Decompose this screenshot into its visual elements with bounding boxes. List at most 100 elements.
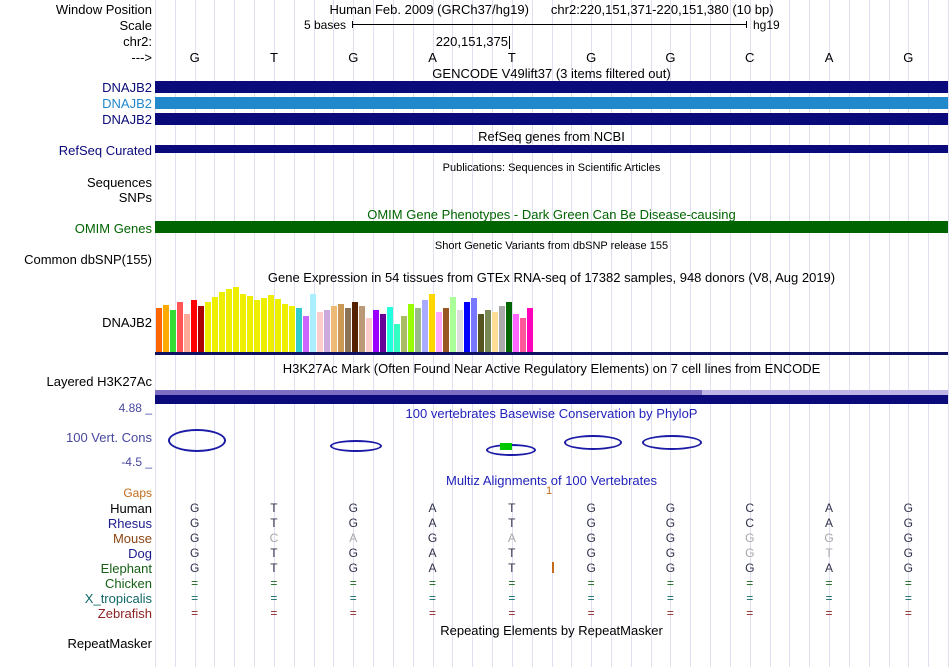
gene-model-bar[interactable] bbox=[155, 113, 948, 125]
alignment-base: = bbox=[746, 591, 754, 605]
conservation-peak[interactable] bbox=[642, 435, 702, 450]
gene-model-bar[interactable] bbox=[155, 81, 948, 93]
gtex-tissue-bar[interactable] bbox=[289, 306, 295, 352]
refseq-gene-bar[interactable] bbox=[155, 145, 948, 153]
gtex-tissue-bar[interactable] bbox=[436, 312, 442, 352]
gtex-tissue-bar[interactable] bbox=[163, 305, 169, 352]
conservation-peak[interactable] bbox=[564, 435, 622, 450]
phylop-max-label: 4.88 _ bbox=[118, 401, 152, 415]
gene-model-bar[interactable] bbox=[155, 97, 948, 109]
alignment-base: G bbox=[189, 531, 200, 545]
gtex-tissue-bar[interactable] bbox=[296, 308, 302, 352]
gtex-tissue-bar[interactable] bbox=[527, 308, 533, 352]
scale-bar bbox=[352, 24, 747, 25]
gtex-tissue-bar[interactable] bbox=[233, 287, 239, 352]
gtex-tissue-bar[interactable] bbox=[205, 302, 211, 352]
ruler-base: A bbox=[428, 50, 437, 65]
species-label-zebrafish: Zebrafish bbox=[97, 606, 152, 621]
chrom-label: chr2: bbox=[123, 34, 152, 49]
conservation-peak[interactable] bbox=[330, 440, 382, 452]
gtex-tissue-bar[interactable] bbox=[303, 316, 309, 352]
gtex-tissue-bar[interactable] bbox=[478, 314, 484, 352]
gtex-tissue-bar[interactable] bbox=[401, 316, 407, 352]
gaps-label: Gaps bbox=[123, 486, 152, 500]
alignment-base: T bbox=[270, 561, 278, 575]
gtex-tissue-bar[interactable] bbox=[247, 296, 253, 352]
gtex-tissue-bar[interactable] bbox=[212, 297, 218, 352]
gtex-tissue-bar[interactable] bbox=[415, 308, 421, 352]
alignment-base: G bbox=[665, 546, 676, 560]
grid-line bbox=[710, 0, 712, 667]
gtex-tissue-bar[interactable] bbox=[464, 302, 470, 352]
h3k27ac-signal-purple[interactable] bbox=[155, 390, 948, 395]
gtex-tissue-bar[interactable] bbox=[366, 318, 372, 352]
alignment-base: = bbox=[191, 591, 199, 605]
gtex-tissue-bar[interactable] bbox=[394, 324, 400, 352]
track-title-h3k27ac: H3K27Ac Mark (Often Found Near Active Re… bbox=[282, 361, 821, 376]
gtex-tissue-bar[interactable] bbox=[499, 306, 505, 352]
gene-label-dnajb2: DNAJB2 bbox=[102, 96, 152, 111]
gtex-tissue-bar[interactable] bbox=[429, 294, 435, 352]
gtex-tissue-bar[interactable] bbox=[156, 308, 162, 352]
ruler-base: G bbox=[348, 50, 359, 65]
alignment-base: A bbox=[428, 501, 437, 515]
grid-line bbox=[273, 0, 275, 667]
alignment-base: = bbox=[508, 591, 516, 605]
gtex-tissue-bar[interactable] bbox=[380, 314, 386, 352]
gtex-tissue-bar[interactable] bbox=[345, 308, 351, 352]
gtex-tissue-bar[interactable] bbox=[261, 298, 267, 352]
gtex-tissue-bar[interactable] bbox=[331, 306, 337, 352]
alignment-base: C bbox=[745, 516, 755, 530]
gtex-tissue-bar[interactable] bbox=[198, 306, 204, 352]
gtex-tissue-bar[interactable] bbox=[184, 314, 190, 352]
gtex-tissue-bar[interactable] bbox=[310, 294, 316, 352]
species-label-rhesus: Rhesus bbox=[107, 516, 152, 531]
gtex-gene-model-line[interactable] bbox=[155, 352, 948, 355]
gtex-tissue-bar[interactable] bbox=[191, 300, 197, 352]
alignment-base: = bbox=[825, 591, 833, 605]
gtex-tissue-bar[interactable] bbox=[275, 299, 281, 352]
gtex-tissue-bar[interactable] bbox=[471, 298, 477, 352]
refseq-curated-label: RefSeq Curated bbox=[58, 143, 152, 158]
gtex-tissue-bar[interactable] bbox=[338, 304, 344, 352]
grid-line bbox=[928, 0, 930, 667]
gtex-tissue-bar[interactable] bbox=[373, 310, 379, 352]
conservation-peak[interactable] bbox=[168, 429, 226, 452]
assembly-title: Human Feb. 2009 (GRCh37/hg19) bbox=[329, 2, 529, 17]
gtex-tissue-bar[interactable] bbox=[450, 297, 456, 352]
assembly-tag: hg19 bbox=[753, 18, 780, 32]
gtex-tissue-bar[interactable] bbox=[170, 310, 176, 352]
gtex-tissue-bar[interactable] bbox=[513, 314, 519, 352]
species-label-mouse: Mouse bbox=[112, 531, 152, 546]
gtex-tissue-bar[interactable] bbox=[492, 312, 498, 352]
gtex-tissue-bar[interactable] bbox=[317, 312, 323, 352]
gtex-tissue-bar[interactable] bbox=[520, 318, 526, 352]
scale-bar-left-tick bbox=[352, 21, 353, 28]
gtex-tissue-bar[interactable] bbox=[177, 302, 183, 352]
gtex-tissue-bar[interactable] bbox=[506, 302, 512, 352]
gtex-tissue-bar[interactable] bbox=[254, 300, 260, 352]
gtex-tissue-bar[interactable] bbox=[352, 302, 358, 352]
gtex-tissue-bar[interactable] bbox=[240, 294, 246, 352]
window-range: chr2:220,151,371-220,151,380 (10 bp) bbox=[550, 2, 774, 17]
gtex-tissue-bar[interactable] bbox=[443, 308, 449, 352]
gtex-tissue-bar[interactable] bbox=[324, 310, 330, 352]
gtex-tissue-bar[interactable] bbox=[282, 304, 288, 352]
track-title-gencode: GENCODE V49lift37 (3 items filtered out) bbox=[432, 66, 671, 81]
gtex-tissue-bar[interactable] bbox=[408, 304, 414, 352]
gtex-tissue-bar[interactable] bbox=[422, 300, 428, 352]
gtex-tissue-bar[interactable] bbox=[485, 310, 491, 352]
omim-gene-bar[interactable] bbox=[155, 221, 948, 233]
gtex-tissue-bar[interactable] bbox=[268, 295, 274, 352]
gtex-tissue-bar[interactable] bbox=[359, 306, 365, 352]
alignment-base: G bbox=[348, 561, 358, 575]
alignment-base: = bbox=[587, 606, 595, 620]
gtex-tissue-bar[interactable] bbox=[387, 307, 393, 352]
h3k27ac-signal-navy[interactable] bbox=[155, 395, 948, 404]
gtex-tissue-bar[interactable] bbox=[226, 289, 232, 352]
gtex-tissue-bar[interactable] bbox=[219, 292, 225, 352]
alignment-base: G bbox=[745, 531, 755, 545]
gtex-tissue-bar[interactable] bbox=[457, 310, 463, 352]
alignment-base: A bbox=[428, 516, 437, 530]
h3k27ac-signal-lavender[interactable] bbox=[702, 390, 948, 395]
